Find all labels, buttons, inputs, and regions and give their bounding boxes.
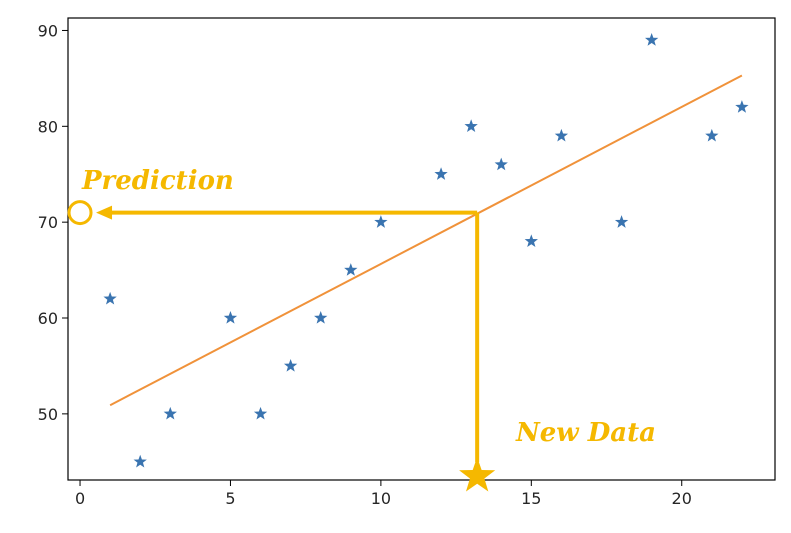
data-point — [103, 291, 117, 305]
x-tick-label: 10 — [371, 489, 391, 508]
new-data-label: New Data — [515, 418, 656, 448]
data-point — [524, 234, 538, 247]
y-tick-label: 50 — [38, 405, 58, 424]
x-tick-label: 20 — [672, 489, 692, 508]
new-data-marker — [459, 457, 496, 492]
data-point — [253, 406, 268, 420]
x-tick-label: 5 — [225, 489, 235, 508]
x-tick-label: 0 — [75, 489, 85, 508]
data-point — [705, 128, 719, 142]
regression-line — [109, 74, 743, 407]
data-point — [163, 406, 177, 420]
y-tick-label: 60 — [38, 309, 58, 328]
plot-frame — [67, 17, 776, 481]
y-tick-label: 90 — [38, 21, 58, 40]
prediction-label: Prediction — [81, 166, 234, 196]
prediction-arrow-head — [96, 205, 113, 220]
data-point — [374, 215, 388, 228]
data-point — [464, 119, 478, 132]
data-point — [614, 215, 629, 228]
data-point — [644, 33, 659, 46]
x-tick-label: 15 — [521, 489, 541, 508]
data-point — [133, 454, 147, 468]
data-point — [494, 157, 508, 171]
data-point — [554, 128, 569, 142]
y-tick-label: 80 — [38, 117, 58, 136]
data-point — [283, 358, 298, 372]
prediction-marker — [67, 200, 93, 226]
data-point — [434, 167, 448, 180]
y-tick-label: 70 — [38, 213, 58, 232]
data-point — [735, 100, 749, 113]
data-point — [314, 311, 328, 324]
data-point — [344, 263, 358, 276]
data-point — [223, 311, 238, 324]
